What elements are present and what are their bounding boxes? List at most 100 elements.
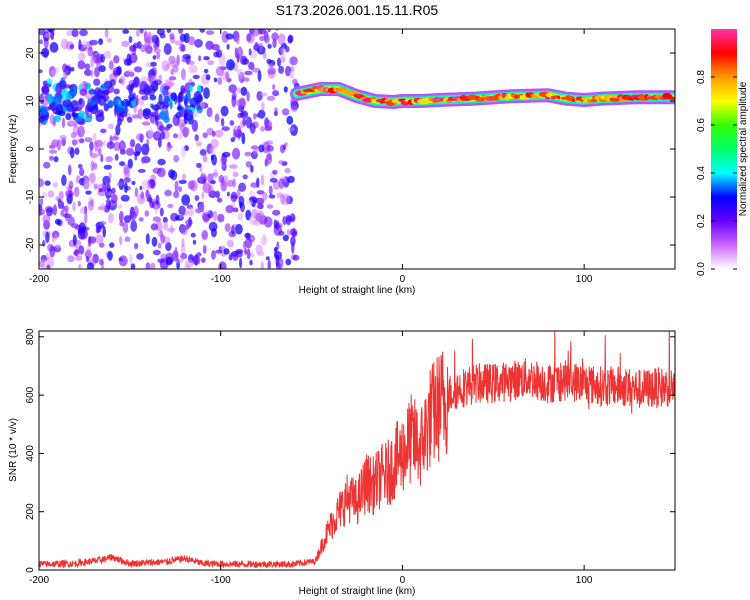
heatmap-cell: [85, 82, 91, 90]
heatmap-cell: [201, 230, 208, 240]
heatmap-cell: [39, 208, 46, 216]
heatmap-cell: [274, 251, 282, 260]
heatmap-cell: [89, 149, 93, 156]
heatmap-cell: [168, 169, 175, 179]
heatmap-cell: [266, 58, 272, 64]
heatmap-cell: [256, 190, 265, 195]
heatmap-cell: [213, 168, 219, 179]
heatmap-cell: [292, 254, 300, 261]
heatmap-cell: [249, 259, 253, 266]
heatmap-cell: [108, 123, 114, 130]
heatmap-cell: [39, 197, 44, 206]
colorbar-ticks: 0.0 0.2 0.4 0.6 0.8: [696, 70, 737, 276]
heatmap-cell: [260, 125, 265, 132]
heatmap-cell: [246, 248, 251, 260]
spectrogram-marks: [39, 29, 675, 269]
heatmap-cell: [89, 39, 98, 46]
heatmap-cell: [291, 241, 295, 254]
heatmap-cell: [275, 29, 279, 32]
heatmap-cell: [234, 47, 238, 58]
heatmap-cell: [166, 81, 176, 87]
heatmap-cell: [201, 257, 206, 264]
heatmap-cell: [98, 242, 105, 248]
heatmap-cell: [283, 142, 289, 147]
heatmap-cell: [224, 223, 231, 232]
heatmap-cell: [189, 84, 193, 93]
heatmap-cell: [74, 186, 80, 198]
heatmap-cell: [184, 98, 188, 107]
heatmap-cell: [282, 234, 289, 242]
heatmap-cell: [39, 39, 43, 45]
heatmap-cell: [203, 68, 209, 74]
heatmap-cell: [159, 207, 164, 217]
heatmap-cell: [165, 241, 172, 252]
heatmap-cell: [202, 154, 208, 163]
heatmap-cell: [54, 218, 61, 225]
heatmap-cell: [274, 107, 278, 113]
heatmap-cell: [272, 38, 277, 48]
heatmap-cell: [99, 221, 107, 226]
heatmap-cell: [87, 235, 92, 247]
heatmap-cell: [174, 180, 179, 193]
heatmap-cell: [289, 69, 295, 80]
heatmap-cell: [239, 257, 243, 269]
heatmap-cell: [145, 233, 150, 245]
heatmap-cell: [157, 167, 166, 178]
heatmap-cell: [180, 68, 186, 81]
heatmap-cell: [194, 38, 203, 48]
heatmap-cell: [134, 242, 139, 250]
heatmap-cell: [277, 33, 286, 46]
heatmap-cell: [40, 258, 47, 269]
heatmap-cell: [267, 259, 271, 269]
heatmap-cell: [253, 145, 258, 156]
heatmap-cell: [248, 61, 255, 70]
heatmap-cell: [181, 194, 191, 206]
heatmap-cell: [242, 118, 247, 126]
heatmap-cell: [209, 146, 216, 155]
heatmap-cell: [258, 42, 264, 52]
heatmap-cell: [79, 207, 86, 214]
heatmap-cell: [188, 64, 198, 74]
heatmap-cell: [120, 194, 130, 202]
heatmap-cell: [88, 105, 98, 115]
heatmap-cell: [255, 210, 265, 223]
heatmap-cell: [266, 145, 274, 152]
heatmap-cell: [201, 191, 205, 200]
heatmap-cell: [266, 204, 274, 209]
heatmap-cell: [196, 252, 202, 257]
heatmap-cell: [123, 167, 131, 179]
colorbar-label: Normalized spectral amplitude: [738, 81, 749, 216]
heatmap-cell: [280, 193, 285, 205]
heatmap-cell: [93, 183, 98, 190]
heatmap-cell: [203, 56, 210, 61]
heatmap-cell: [39, 93, 45, 105]
heatmap-cell: [87, 200, 94, 212]
heatmap-cell: [215, 49, 223, 58]
heatmap-cell: [98, 65, 106, 73]
heatmap-cell: [115, 124, 121, 136]
heatmap-cell: [166, 29, 171, 34]
heatmap-cell: [86, 256, 89, 263]
heatmap-cell: [179, 123, 186, 134]
heatmap-cell: [78, 138, 85, 144]
heatmap-cell: [220, 117, 225, 127]
heatmap-cell: [159, 33, 166, 39]
heatmap-cell: [90, 160, 95, 172]
heatmap-cell: [76, 138, 80, 144]
heatmap-cell: [188, 216, 192, 228]
heatmap-cell: [76, 252, 83, 260]
heatmap-cell: [164, 189, 172, 197]
heatmap-cell: [119, 235, 123, 246]
heatmap-cell: [139, 81, 148, 93]
heatmap-cell: [126, 116, 133, 123]
heatmap-cell: [232, 147, 241, 160]
heatmap-cell: [72, 234, 77, 246]
heatmap-cell: [199, 175, 205, 182]
heatmap-cell: [98, 109, 104, 117]
heatmap-cell: [100, 154, 104, 163]
heatmap-cell: [131, 180, 136, 186]
heatmap-cell: [267, 43, 272, 49]
heatmap-cell: [230, 191, 238, 203]
heatmap-cell: [118, 255, 128, 267]
heatmap-cell: [159, 125, 165, 132]
